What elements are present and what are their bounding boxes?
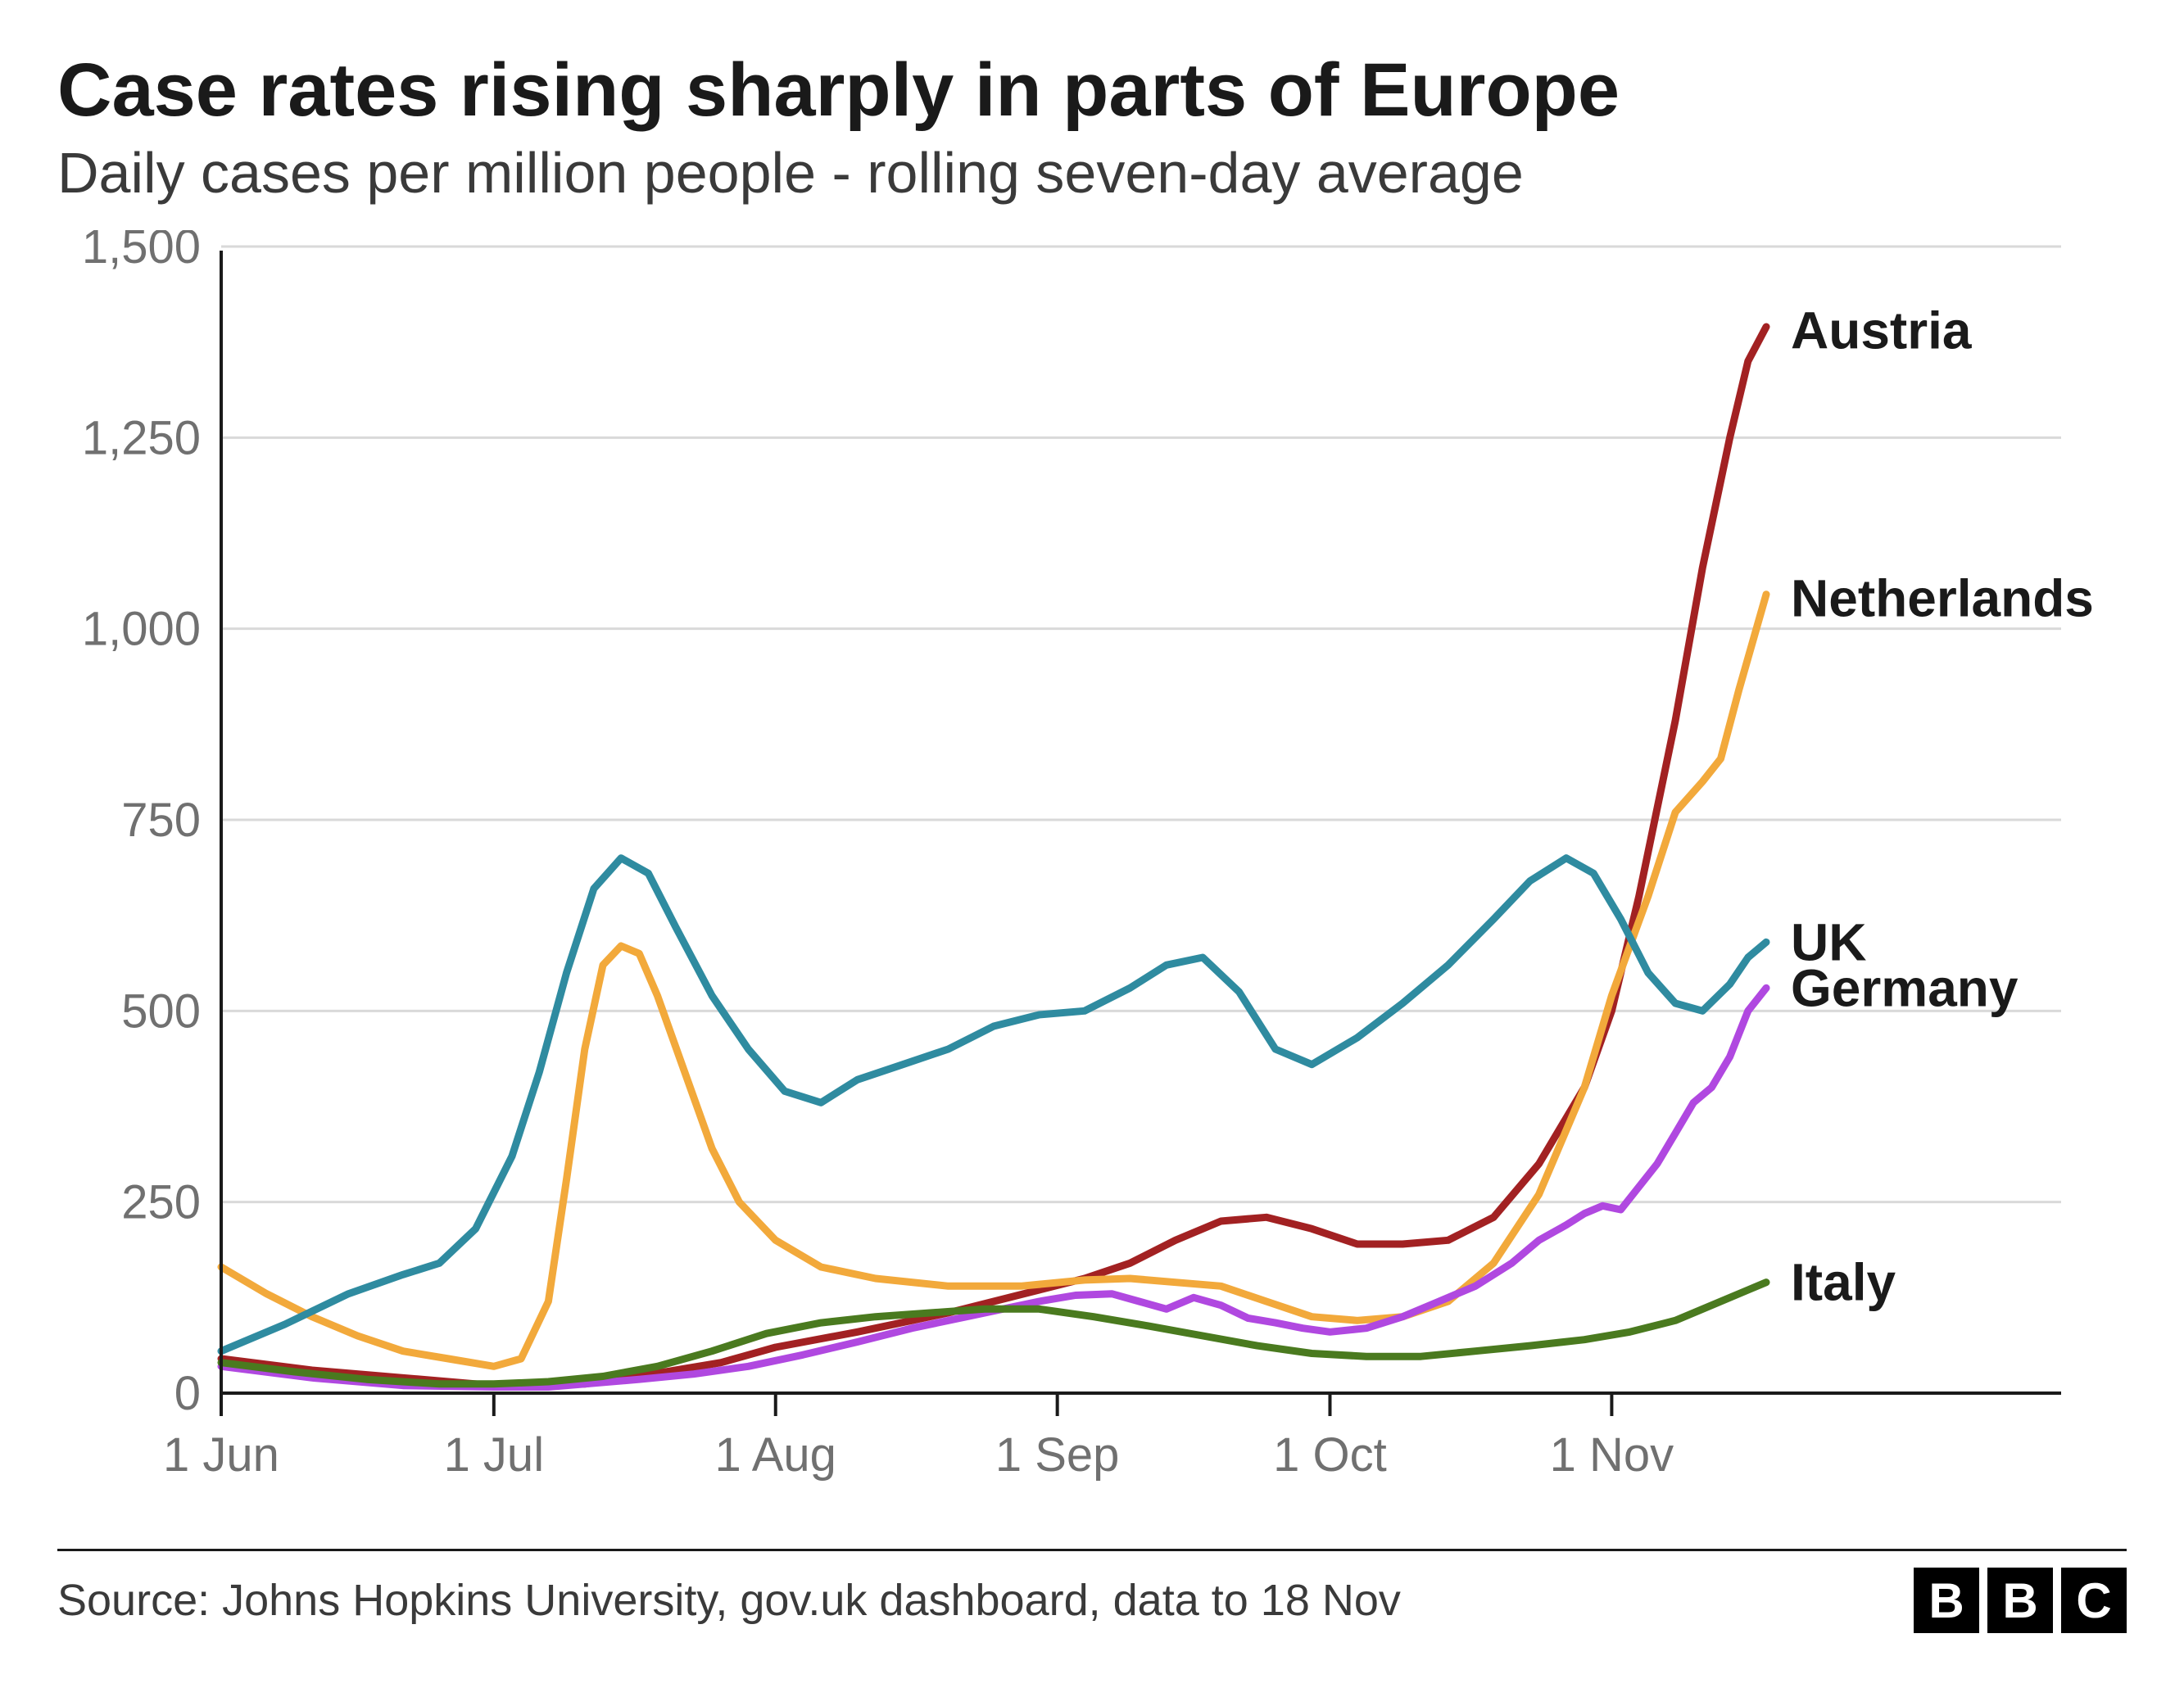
y-axis-labels: 0 250 500 750 1,000 1,250 1,500 [82, 230, 201, 1420]
chart-subtitle: Daily cases per million people - rolling… [57, 140, 2127, 206]
series-austria [221, 327, 1766, 1386]
x-tick-label: 1 Jul [444, 1428, 545, 1482]
series-label-germany: Germany [1791, 959, 2019, 1018]
y-tick-label: 500 [121, 985, 201, 1039]
chart-container: Case rates rising sharply in parts of Eu… [0, 0, 2184, 1706]
x-tick-label: 1 Jun [163, 1428, 279, 1482]
series-label-netherlands: Netherlands [1791, 569, 2094, 628]
x-tick-label: 1 Nov [1550, 1428, 1674, 1482]
x-tick-label: 1 Oct [1273, 1428, 1387, 1482]
chart-svg: 0 250 500 750 1,000 1,250 1,500 1 Jun 1 Jul 1 Au… [57, 230, 2127, 1524]
source-text: Source: Johns Hopkins University, gov.uk… [57, 1575, 1401, 1626]
x-tick-label: 1 Aug [715, 1428, 836, 1482]
x-axis-labels: 1 Jun 1 Jul 1 Aug 1 Sep 1 Oct 1 Nov [163, 1393, 1674, 1482]
series-labels: AustriaNetherlandsUKGermanyItaly [1791, 301, 2094, 1312]
bbc-logo: B B C [1914, 1568, 2127, 1633]
series-lines [221, 327, 1766, 1387]
chart-title: Case rates rising sharply in parts of Eu… [57, 49, 2127, 132]
series-germany [221, 988, 1766, 1387]
y-tick-label: 750 [121, 794, 201, 847]
x-tick-label: 1 Sep [995, 1428, 1120, 1482]
plot-area: 0 250 500 750 1,000 1,250 1,500 1 Jun 1 Jul 1 Au… [57, 230, 2127, 1524]
y-tick-label: 0 [174, 1367, 201, 1420]
chart-footer: Source: Johns Hopkins University, gov.uk… [57, 1549, 2127, 1633]
series-label-italy: Italy [1791, 1253, 1896, 1312]
y-tick-label: 250 [121, 1176, 201, 1229]
series-uk [221, 858, 1766, 1351]
series-italy [221, 1283, 1766, 1384]
y-tick-label: 1,250 [82, 412, 201, 465]
bbc-logo-letter: B [1914, 1568, 1979, 1633]
bbc-logo-letter: B [1987, 1568, 2053, 1633]
y-tick-label: 1,000 [82, 603, 201, 656]
series-label-austria: Austria [1791, 301, 1972, 360]
axis-lines [221, 251, 2061, 1393]
y-tick-label: 1,500 [82, 230, 201, 274]
bbc-logo-letter: C [2061, 1568, 2127, 1633]
gridlines [221, 247, 2061, 1202]
